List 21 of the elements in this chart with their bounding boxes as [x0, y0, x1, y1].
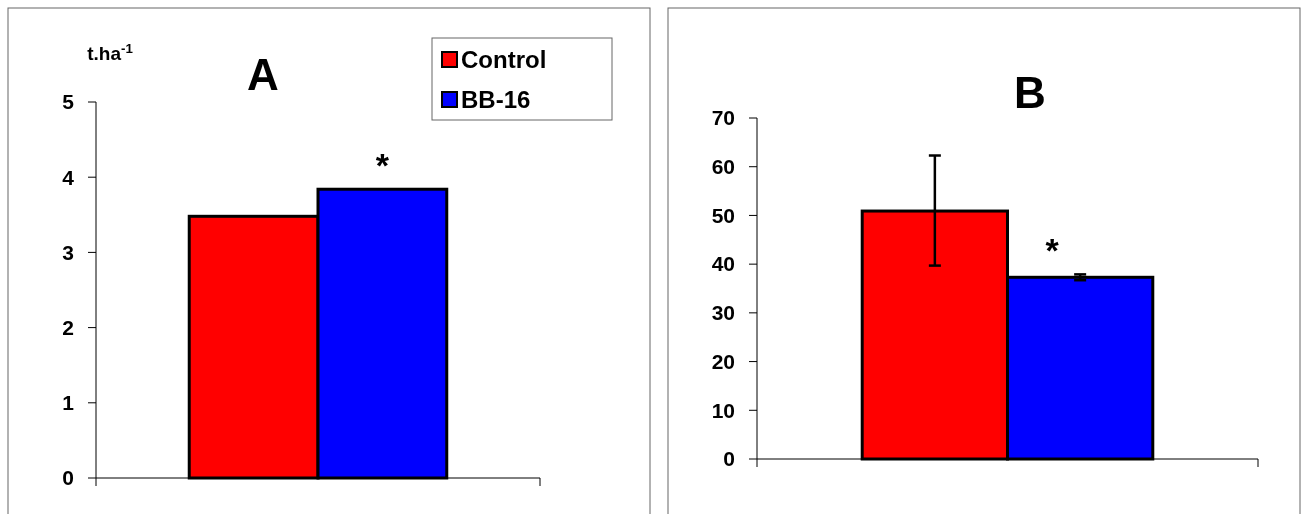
chart-title: B	[1014, 68, 1046, 117]
y-tick-label: 5	[62, 90, 75, 114]
y-tick-label: 3	[62, 240, 74, 264]
y-tick-label: 30	[711, 301, 735, 325]
y-tick-label: 20	[711, 349, 735, 373]
y-axis-title: t.ha$^{-1}$	[87, 40, 134, 64]
y-tick-label: 4	[62, 165, 75, 189]
y-tick-label: 40	[711, 252, 735, 276]
y-tick-label: 50	[711, 203, 735, 227]
annotation: *	[375, 146, 390, 185]
legend-label: Control	[461, 46, 547, 74]
y-tick-label: 60	[711, 155, 735, 179]
annotation: *	[1045, 231, 1060, 270]
y-tick-label: 0	[62, 466, 74, 490]
chart-title: A	[247, 50, 279, 99]
legend-label: BB-16	[461, 86, 531, 114]
y-tick-label: 70	[711, 106, 735, 130]
y-tick-label: 0	[723, 447, 735, 471]
y-tick-label: 1	[62, 391, 75, 415]
y-tick-label: 2	[62, 315, 74, 339]
y-tick-label: 10	[711, 398, 735, 422]
